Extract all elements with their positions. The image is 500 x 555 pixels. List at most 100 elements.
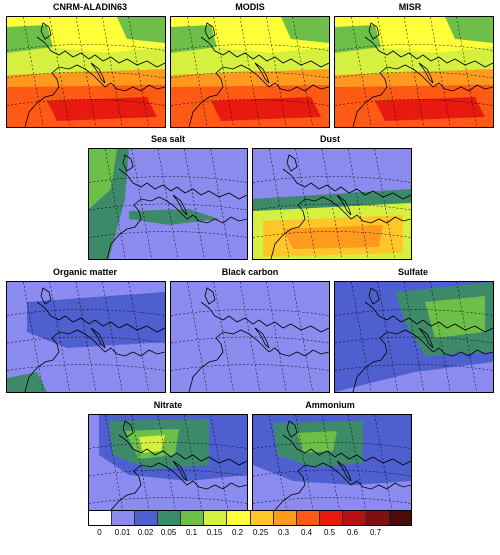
- panel-title-dust: Dust: [320, 134, 340, 144]
- field-region: [281, 17, 329, 43]
- graticule-parallel: [335, 309, 493, 316]
- field-region: [47, 97, 157, 121]
- map-field: [89, 149, 247, 259]
- panel-title-misr: MISR: [398, 2, 422, 12]
- map-panel-cnrm: [6, 16, 166, 128]
- coastline: [352, 64, 493, 127]
- field-region: [283, 225, 383, 249]
- graticule-parallel: [171, 309, 329, 316]
- coastline: [172, 194, 188, 216]
- map-panel-ammonium: [252, 414, 412, 526]
- graticule-parallel: [7, 364, 165, 371]
- coastline: [418, 62, 434, 84]
- graticule-parallel: [89, 497, 247, 504]
- coastline: [90, 62, 106, 84]
- panel-title-seasalt: Sea salt: [150, 134, 186, 144]
- field-background: [171, 282, 329, 392]
- field-region: [7, 372, 47, 392]
- panel-title-om: Organic matter: [52, 267, 118, 277]
- map-panel-bc: [170, 281, 330, 393]
- colorbar-swatch: [365, 511, 390, 525]
- map-field: [335, 17, 493, 127]
- map-panel-modis: [170, 16, 330, 128]
- coastline: [368, 22, 380, 40]
- graticule-parallel: [253, 203, 411, 211]
- graticule-parallel: [89, 176, 247, 183]
- colorbar-swatch: [135, 511, 159, 525]
- coastline: [24, 329, 165, 392]
- field-region: [117, 17, 165, 43]
- map-field: [335, 282, 493, 392]
- coastline: [40, 287, 52, 305]
- coastline: [122, 420, 134, 438]
- map-field: [253, 149, 411, 259]
- colorbar-tick-label: 0.25: [252, 528, 269, 537]
- graticule-parallel: [7, 71, 165, 79]
- coastline: [188, 329, 329, 392]
- graticule-parallel: [7, 99, 165, 106]
- field-region: [129, 209, 219, 225]
- coastline: [352, 329, 493, 392]
- coastline: [282, 168, 411, 200]
- graticule-parallel: [171, 336, 329, 344]
- coastline: [254, 327, 270, 349]
- coastline: [118, 168, 247, 200]
- coastline: [106, 462, 247, 525]
- coastline: [368, 287, 380, 305]
- panel-title-sulfate: Sulfate: [397, 267, 428, 277]
- panel-title-bc: Black carbon: [221, 267, 279, 277]
- coastline: [204, 287, 216, 305]
- graticule-parallel: [335, 71, 493, 79]
- graticule-parallel: [171, 364, 329, 371]
- colorbar-tick-label: 0.6: [346, 528, 359, 537]
- colorbar-tick-label: 0.02: [137, 528, 154, 537]
- colorbar-swatch: [250, 511, 274, 525]
- map-panel-nitrate: [88, 414, 248, 526]
- colorbar-swatch: [158, 511, 182, 525]
- field-region: [211, 97, 321, 121]
- graticule-parallel: [253, 442, 411, 449]
- colorbar-swatch: [204, 511, 228, 525]
- graticule-parallel: [89, 469, 247, 477]
- graticule-parallel: [89, 203, 247, 211]
- coastline: [200, 301, 329, 333]
- field-region: [445, 17, 493, 43]
- colorbar-tick-label: 0: [97, 528, 102, 537]
- graticule-parallel: [335, 336, 493, 344]
- graticule-parallel: [7, 309, 165, 316]
- map-panel-misr: [334, 16, 494, 128]
- field-region: [139, 435, 165, 453]
- colorbar-tick-label: 0.5: [323, 528, 336, 537]
- colorbar-tick-label: 0.3: [277, 528, 290, 537]
- colorbar-swatch: [89, 511, 113, 525]
- colorbar-tick-label: 0.4: [300, 528, 313, 537]
- coastline: [122, 154, 134, 172]
- coastline: [336, 194, 352, 216]
- coastline: [106, 196, 247, 259]
- coastline: [24, 64, 165, 127]
- coastline: [36, 301, 165, 333]
- map-field: [7, 282, 165, 392]
- panel-title-cnrm: CNRM-ALADIN63: [53, 2, 127, 12]
- colorbar-tick-label: 0.7: [369, 528, 382, 537]
- colorbar-tick-label: 0.01: [114, 528, 131, 537]
- graticule-parallel: [89, 442, 247, 449]
- map-field: [7, 17, 165, 127]
- graticule-parallel: [253, 469, 411, 477]
- coastline: [270, 462, 411, 525]
- panel-title-ammonium: Ammonium: [305, 400, 355, 410]
- graticule-parallel: [171, 99, 329, 106]
- colorbar-ticks: 0 0.01 0.02 0.05 0.1 0.15 0.2 0.25 0.3 0.4 0.5 0.6 0…: [80, 528, 420, 542]
- map-field: [171, 282, 329, 392]
- graticule-parallel: [253, 176, 411, 183]
- colorbar-tick-label: 0.15: [206, 528, 223, 537]
- field-region: [425, 296, 485, 338]
- colorbar-swatch: [112, 511, 136, 525]
- colorbar-swatch: [296, 511, 320, 525]
- coastline: [282, 434, 411, 466]
- graticule-parallel: [253, 497, 411, 504]
- map-field: [89, 415, 247, 525]
- coastline: [118, 434, 247, 466]
- graticule-parallel: [171, 71, 329, 79]
- graticule-parallel: [89, 231, 247, 238]
